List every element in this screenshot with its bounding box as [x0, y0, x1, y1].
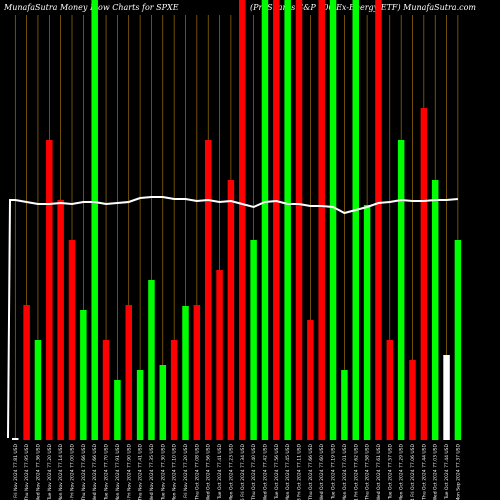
- x-tick-label: 09 Wed Oct 2024 77.61 USD: [376, 443, 382, 500]
- chart-title-right: (ProShares S&P 500 Ex-Energy ETF) Munafa…: [250, 3, 476, 12]
- x-tick-label: 08 Fri Nov 2024 77.90 USD: [126, 443, 132, 500]
- volume-bar: [329, 0, 337, 440]
- x-tick-label: 03 Thu Oct 2024 77.44 USD: [421, 443, 427, 500]
- x-tick-label: 22 Tue Oct 2024 77.56 USD: [274, 443, 280, 500]
- x-tick-label: 15 Fri Nov 2024 77.00 USD: [70, 443, 76, 500]
- x-tick-label: 28 Mon Oct 2024 77.23 USD: [228, 443, 234, 500]
- volume-bar: [12, 438, 19, 440]
- x-tick-label: 15 Tue Oct 2024 77.19 USD: [331, 443, 337, 500]
- x-tick-label: 25 Fri Oct 2024 77.34 USD: [240, 443, 246, 500]
- x-tick-label: 04 Mon Nov 2024 77.10 USD: [172, 443, 178, 500]
- volume-bar: [91, 0, 98, 440]
- volume-bar: [273, 0, 280, 440]
- volume-bar: [136, 370, 144, 440]
- volume-bar: [397, 140, 405, 440]
- chart-title-left: MunafaSutra Money Flow Charts for SPXE: [3, 3, 179, 12]
- x-tick-label: 30 Wed Oct 2024 77.56 USD: [206, 443, 212, 500]
- x-tick-label: 21 Mon Oct 2024 77.45 USD: [285, 443, 291, 500]
- volume-bar: [386, 340, 394, 440]
- x-tick-label: 29 Tue Oct 2024 77.41 USD: [217, 443, 223, 500]
- x-tick-label: 23 Wed Oct 2024 77.42 USD: [262, 443, 268, 500]
- volume-bar: [159, 365, 167, 440]
- volume-bar: [318, 0, 325, 440]
- x-tick-label: 01 Tue Oct 2024 77.44 USD: [444, 443, 450, 500]
- volume-bar: [375, 0, 382, 440]
- volume-bar: [431, 180, 439, 440]
- x-tick-label: 07 Thu Nov 2024 77.41 USD: [138, 443, 144, 500]
- volume-bar: [363, 205, 371, 440]
- volume-bar: [204, 140, 212, 440]
- volume-bar: [295, 0, 303, 440]
- x-tick-label: 01 Fri Nov 2024 77.20 USD: [183, 443, 189, 500]
- volume-bar: [193, 305, 201, 440]
- x-tick-label: 14 Mon Oct 2024 77.01 USD: [342, 443, 348, 500]
- volume-bar: [148, 280, 155, 440]
- x-tick-label: 22 Fri Nov 2024 77.81 USD: [13, 443, 19, 500]
- x-tick-label: 08 Tue Oct 2024 77.57 USD: [387, 443, 393, 500]
- volume-bar: [239, 0, 246, 440]
- volume-bar: [57, 200, 64, 440]
- volume-bar: [341, 370, 348, 440]
- x-tick-label: 17 Thu Oct 2024 77.66 USD: [308, 443, 314, 500]
- x-tick-label: 10 Thu Oct 2024 77.58 USD: [365, 443, 371, 500]
- volume-bar: [114, 380, 121, 440]
- volume-bar: [182, 306, 189, 440]
- x-tick-label: 18 Fri Oct 2024 77.11 USD: [297, 443, 303, 500]
- x-tick-label: 11 Fri Oct 2024 77.62 USD: [353, 443, 359, 500]
- x-tick-label: 16 Wed Oct 2024 77.60 USD: [319, 443, 325, 500]
- volume-bar: [420, 108, 428, 440]
- x-tick-label: 07 Mon Oct 2024 77.29 USD: [399, 443, 405, 500]
- x-tick-label: 20 Wed Nov 2024 77.36 USD: [35, 443, 41, 500]
- x-tick-label: 13 Wed Nov 2024 77.66 USD: [92, 443, 98, 500]
- volume-bar: [216, 270, 223, 440]
- x-tick-label: 31 Thu Oct 2024 77.08 USD: [194, 443, 200, 500]
- x-tick-label: 21 Thu Nov 2024 77.95 USD: [24, 443, 30, 500]
- volume-bar: [170, 340, 178, 440]
- x-tick-label: 12 Tue Nov 2024 77.70 USD: [104, 443, 110, 500]
- volume-bar: [125, 305, 132, 440]
- x-tick-label: 06 Wed Nov 2024 77.35 USD: [149, 443, 155, 500]
- volume-bar: [34, 340, 42, 440]
- volume-bar: [409, 360, 416, 440]
- x-axis-tick-labels: 22 Fri Nov 2024 77.81 USD 21 Thu Nov 2024…: [13, 443, 462, 500]
- volume-bar: [23, 305, 30, 440]
- x-tick-label: 30 Mon Sep 2024 77.37 USD: [455, 443, 461, 500]
- volume-bar: [102, 340, 110, 440]
- x-tick-label: 04 Fri Oct 2024 77.06 USD: [410, 443, 416, 500]
- price-line: [7, 196, 458, 439]
- x-tick-label: 02 Wed Oct 2024 77.03 USD: [433, 443, 439, 500]
- volume-bar: [352, 0, 359, 440]
- x-tick-label: 18 Mon Nov 2024 77.14 USD: [58, 443, 64, 500]
- x-tick-label: 24 Thu Oct 2024 77.40 USD: [251, 443, 257, 500]
- volume-bar: [261, 0, 269, 440]
- volume-bars: [12, 0, 462, 440]
- volume-bar: [227, 180, 235, 440]
- x-tick-label: 14 Thu Nov 2024 77.66 USD: [81, 443, 87, 500]
- volume-bar: [46, 140, 53, 440]
- volume-bar: [80, 310, 87, 440]
- volume-bar: [250, 240, 257, 440]
- volume-bar: [307, 320, 314, 440]
- volume-bar: [284, 0, 291, 440]
- x-tick-label: 11 Mon Nov 2024 77.91 USD: [115, 443, 121, 500]
- volume-bar: [454, 240, 462, 440]
- x-tick-label: 19 Tue Nov 2024 77.20 USD: [47, 443, 53, 500]
- volume-bar: [68, 240, 76, 440]
- volume-bar: [443, 355, 450, 440]
- x-tick-label: 05 Tue Nov 2024 77.30 USD: [160, 443, 166, 500]
